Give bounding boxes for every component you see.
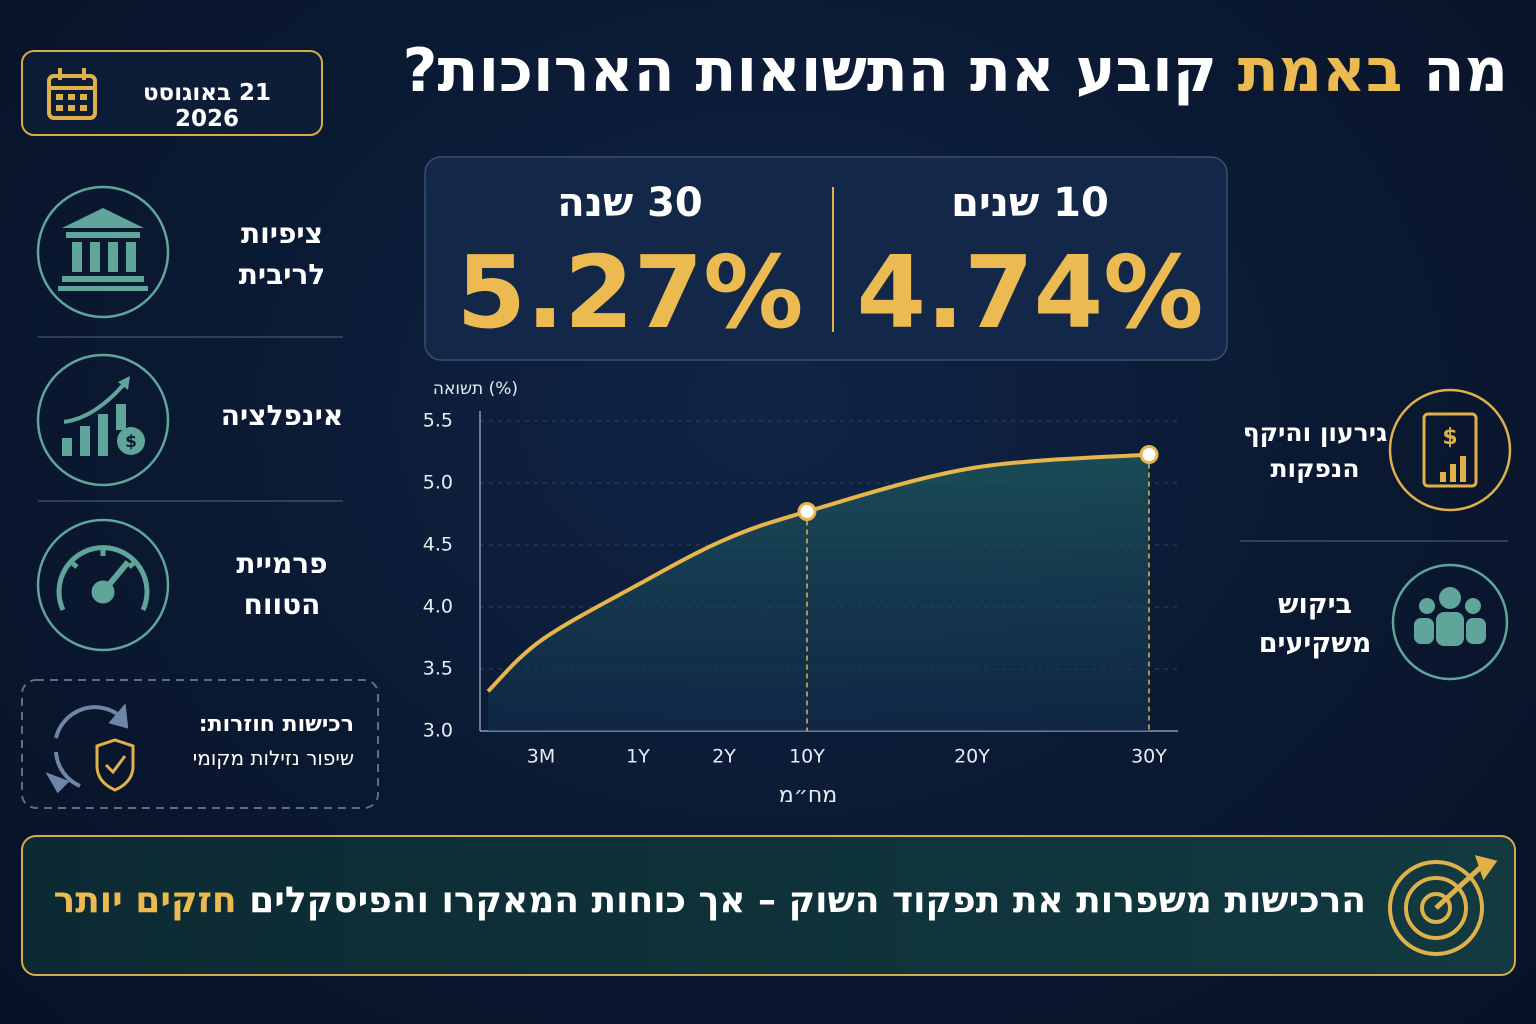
date-box <box>21 50 323 136</box>
note-text: שיפור נזילות מקומי <box>192 746 354 770</box>
y-tick-label: 3.5 <box>423 658 453 680</box>
x-tick-label: 1Y <box>626 746 650 768</box>
area <box>488 454 1149 731</box>
calendar-icon <box>47 68 97 120</box>
line <box>486 452 1150 693</box>
y-tick-label: 4.5 <box>423 534 453 556</box>
title-highlight: באמת <box>1237 36 1403 106</box>
footer-highlight: חזקים יותר <box>53 880 237 921</box>
factor-label: פרמיית הטווח <box>236 547 328 621</box>
title-part: מה <box>1423 36 1508 106</box>
y-tick-label: 5.0 <box>423 472 453 494</box>
inflation-icon: $ <box>62 376 145 456</box>
x-axis-title: מח״מ <box>779 783 837 808</box>
factor-label: גירעון והיקף הנפקות <box>1242 418 1388 484</box>
y-tick-label: 5.5 <box>423 410 453 432</box>
title: מה באמת קובע את התשואות הארוכות? <box>403 36 1508 106</box>
footer-text: הרכישות משפרות את תפקוד השוק – אך כוחות … <box>54 880 1366 921</box>
footer-main: הרכישות משפרות את תפקוד השוק – אך כוחות … <box>249 880 1366 921</box>
x-tick-label: 30Y <box>1131 746 1167 768</box>
factor-label: ציפיות לריבית <box>238 217 326 291</box>
stat-value: 4.74% <box>856 234 1204 351</box>
x-tick-label: 2Y <box>712 746 736 768</box>
stat-label: 30 שנה <box>557 180 703 226</box>
calendar-dots <box>56 94 87 111</box>
chart: תשואה (%) מח״מ 3.0 3.5 4.0 4.5 5.0 5.5 3M 1Y 2Y 1… <box>423 379 1178 808</box>
factor-label: ביקוש משקיעים <box>1258 589 1372 660</box>
factor-label: אינפלציה <box>220 399 344 432</box>
investors-icon <box>1414 587 1486 646</box>
x-tick-label: 10Y <box>789 746 825 768</box>
marker <box>797 502 817 522</box>
buyback-icon <box>45 703 135 794</box>
deficit-icon: $ <box>1422 412 1478 488</box>
x-tick-label: 20Y <box>954 746 990 768</box>
factor-circle-gold <box>1388 388 1512 512</box>
marker <box>1139 444 1159 464</box>
stat-value: 5.27% <box>456 234 804 351</box>
gauge-icon <box>56 545 150 612</box>
bank-icon <box>58 208 148 291</box>
y-tick-label: 3.0 <box>423 720 453 742</box>
target-icon <box>1388 855 1498 956</box>
stats-panel <box>424 156 1228 361</box>
note-box <box>21 679 379 809</box>
stat-label: 10 שנים <box>951 180 1109 226</box>
svg-text:$: $ <box>1442 425 1457 450</box>
footer-bar <box>21 835 1516 976</box>
title-part: קובע את התשואות הארוכות? <box>402 36 1217 106</box>
y-tick-label: 4.0 <box>423 596 453 618</box>
svg-text:$: $ <box>125 432 137 452</box>
date: 21 באוגוסט 2026 <box>142 80 272 132</box>
factor-circles <box>36 185 1509 681</box>
x-tick-label: 3M <box>527 746 555 768</box>
note-title: רכישות חוזרות: <box>198 712 354 737</box>
y-axis-title: תשואה (%) <box>433 379 518 399</box>
dividers <box>38 336 1508 542</box>
